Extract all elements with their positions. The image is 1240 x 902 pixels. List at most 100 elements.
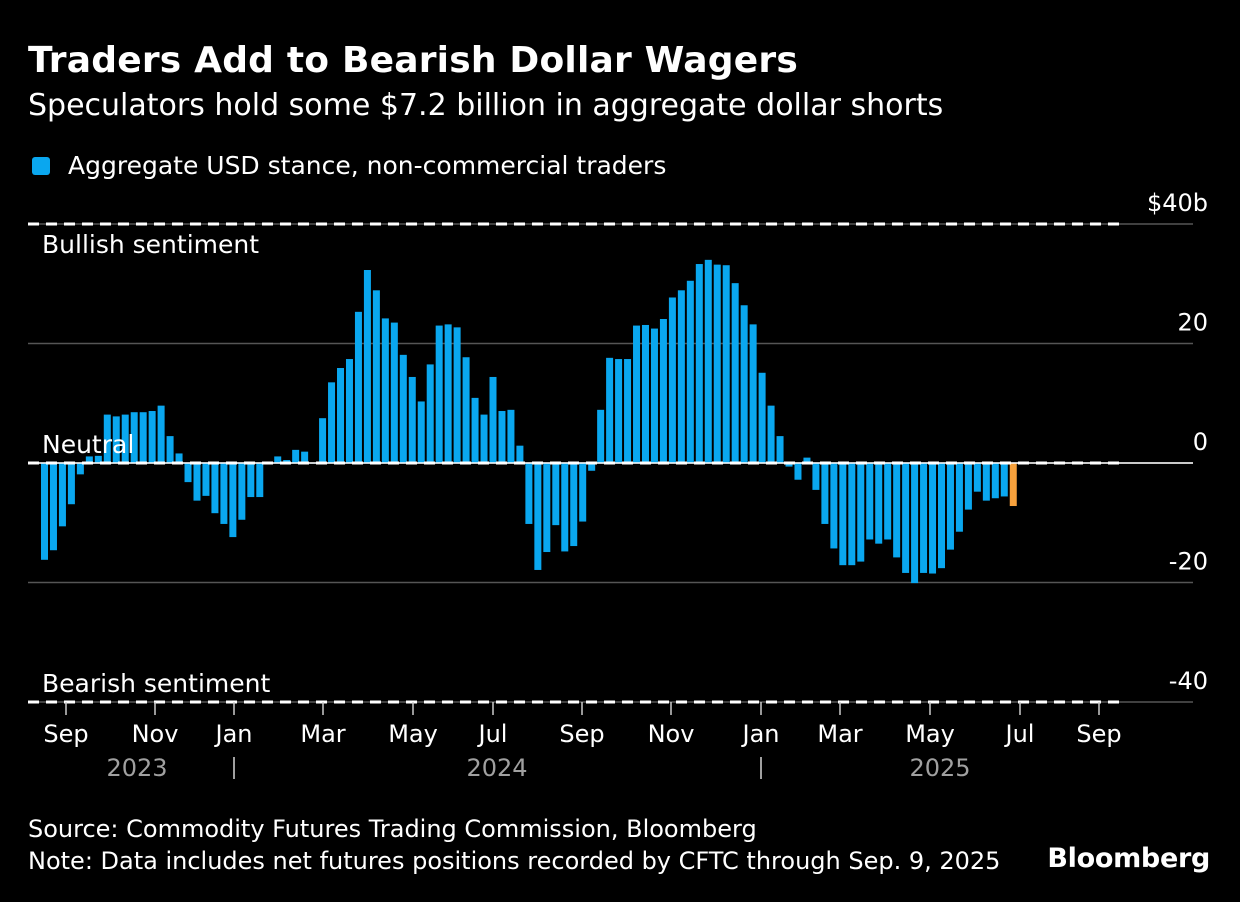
bar <box>498 411 506 463</box>
bar <box>337 367 345 463</box>
bar <box>776 436 784 463</box>
x-tick-label: May <box>905 720 955 748</box>
bar <box>256 463 264 498</box>
bar <box>722 265 730 463</box>
x-tick-label: Nov <box>132 720 179 748</box>
bar <box>803 457 811 463</box>
bar <box>767 405 775 463</box>
x-tick-label: Jan <box>741 720 780 748</box>
bar <box>659 319 667 463</box>
bar <box>695 264 703 463</box>
bar <box>390 322 398 463</box>
legend-label: Aggregate USD stance, non-commercial tra… <box>68 151 667 180</box>
bar <box>821 463 829 524</box>
bar <box>211 463 219 514</box>
bar <box>49 463 57 551</box>
bar <box>686 280 694 463</box>
bar <box>668 297 676 463</box>
bar <box>884 463 892 540</box>
bar <box>650 328 658 463</box>
bar <box>292 449 300 463</box>
bar <box>929 463 937 574</box>
y-tick-label: -40 <box>1169 667 1208 695</box>
x-tick-label: Jul <box>477 720 508 748</box>
bar <box>328 382 336 463</box>
bar <box>785 463 793 467</box>
bar <box>426 364 434 463</box>
bar <box>121 414 129 463</box>
bar <box>480 414 488 463</box>
bar <box>184 463 192 483</box>
bar <box>902 463 910 573</box>
bar <box>606 357 614 463</box>
bar <box>166 436 174 463</box>
bar <box>740 305 748 463</box>
bar <box>875 463 883 544</box>
x-tick-label: May <box>388 720 438 748</box>
x-tick-label: Sep <box>559 720 604 748</box>
bar <box>157 405 165 463</box>
bar <box>534 463 542 570</box>
bar <box>982 463 990 501</box>
bar <box>58 463 66 527</box>
bar <box>471 397 479 463</box>
bar <box>462 357 470 463</box>
bar <box>301 451 309 463</box>
bar <box>363 270 371 463</box>
bar <box>238 463 246 520</box>
bar <box>552 463 560 526</box>
bar <box>229 463 237 538</box>
year-label: 2024 <box>466 754 527 782</box>
bar <box>543 463 551 553</box>
bar <box>417 401 425 463</box>
bar <box>507 409 515 463</box>
bar <box>319 418 327 463</box>
bar <box>794 463 802 480</box>
bar <box>848 463 856 566</box>
bar <box>372 290 380 463</box>
bar <box>1000 463 1008 497</box>
source-note: Source: Commodity Futures Trading Commis… <box>28 815 757 843</box>
bar-chart: Bullish sentiment Neutral Bearish sentimen… <box>28 189 1208 782</box>
bar <box>274 456 282 463</box>
bar <box>893 463 901 558</box>
x-tick-label: Sep <box>43 720 88 748</box>
reference-label: Bullish sentiment <box>42 230 259 259</box>
y-tick-label: -20 <box>1169 548 1208 576</box>
bar <box>704 259 712 463</box>
bar <box>148 411 156 463</box>
bar <box>130 412 138 463</box>
bar <box>408 376 416 463</box>
bar <box>839 463 847 566</box>
reference-label: Bearish sentiment <box>42 669 270 698</box>
bar <box>857 463 865 562</box>
chart-subtitle: Speculators hold some $7.2 billion in ag… <box>28 88 944 123</box>
bar <box>202 463 210 496</box>
bar <box>345 359 353 463</box>
data-note: Note: Data includes net futures position… <box>28 847 1001 875</box>
bar <box>920 463 928 573</box>
bar <box>85 456 93 463</box>
bar <box>597 409 605 463</box>
bar <box>570 463 578 547</box>
bar <box>911 463 919 584</box>
bar <box>354 311 362 463</box>
bar <box>588 463 596 471</box>
bar <box>830 463 838 549</box>
bar <box>247 463 255 498</box>
bar <box>964 463 972 510</box>
bar <box>220 463 228 524</box>
x-tick-label: Sep <box>1076 720 1121 748</box>
x-tick-label: Jul <box>1004 720 1035 748</box>
bar <box>193 463 201 501</box>
bar <box>812 463 820 490</box>
bar <box>938 463 945 569</box>
year-label: 2025 <box>909 754 970 782</box>
bar <box>624 359 632 463</box>
bar <box>973 463 981 492</box>
bar <box>112 416 120 463</box>
bar <box>489 376 497 463</box>
bar <box>1009 463 1017 507</box>
bar <box>67 463 75 505</box>
x-tick-label: Mar <box>300 720 345 748</box>
